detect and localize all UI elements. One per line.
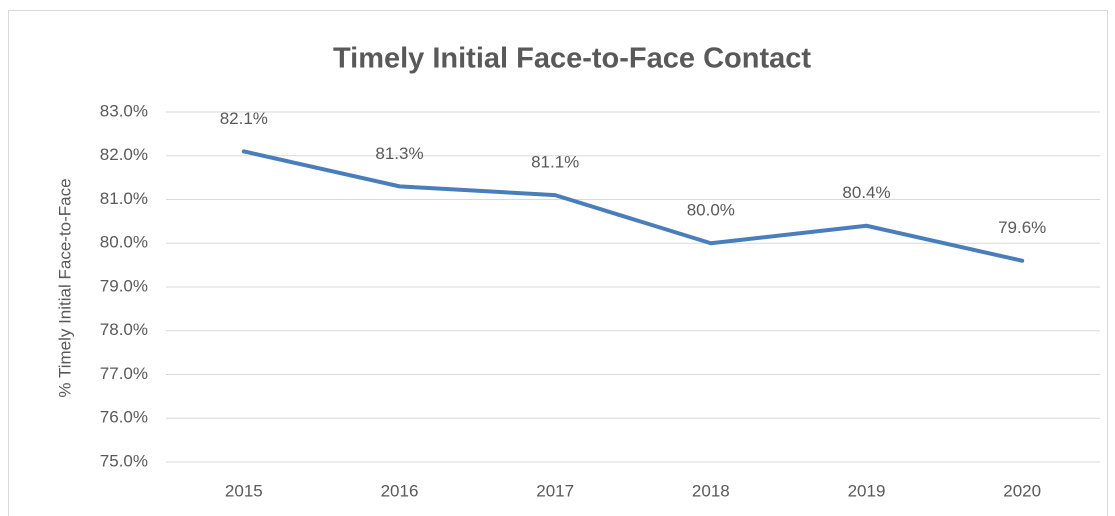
- x-tick-label: 2016: [381, 481, 419, 500]
- x-tick-label: 2019: [848, 481, 886, 500]
- data-label: 81.3%: [375, 144, 423, 163]
- data-label: 80.4%: [842, 183, 890, 202]
- data-label: 82.1%: [220, 109, 268, 128]
- y-tick-label: 77.0%: [100, 364, 148, 383]
- y-tick-label: 80.0%: [100, 233, 148, 252]
- x-tick-label: 2017: [536, 481, 574, 500]
- y-tick-label: 81.0%: [100, 189, 148, 208]
- y-tick-label: 83.0%: [100, 101, 148, 120]
- y-tick-label: 75.0%: [100, 451, 148, 470]
- x-tick-label: 2015: [225, 481, 263, 500]
- chart-border: [8, 10, 1108, 516]
- data-label: 80.0%: [687, 201, 735, 220]
- chart-title: Timely Initial Face-to-Face Contact: [333, 43, 811, 75]
- data-label: 79.6%: [998, 218, 1046, 237]
- x-tick-label: 2018: [692, 481, 730, 500]
- data-label: 81.1%: [531, 153, 579, 172]
- x-tick-label: 2020: [1003, 481, 1041, 500]
- y-tick-label: 82.0%: [100, 145, 148, 164]
- y-tick-label: 78.0%: [100, 320, 148, 339]
- y-tick-label: 79.0%: [100, 276, 148, 295]
- y-tick-label: 76.0%: [100, 408, 148, 427]
- line: [241, 149, 1025, 263]
- y-axis-label: % Timely Initial Face-to-Face: [55, 178, 74, 397]
